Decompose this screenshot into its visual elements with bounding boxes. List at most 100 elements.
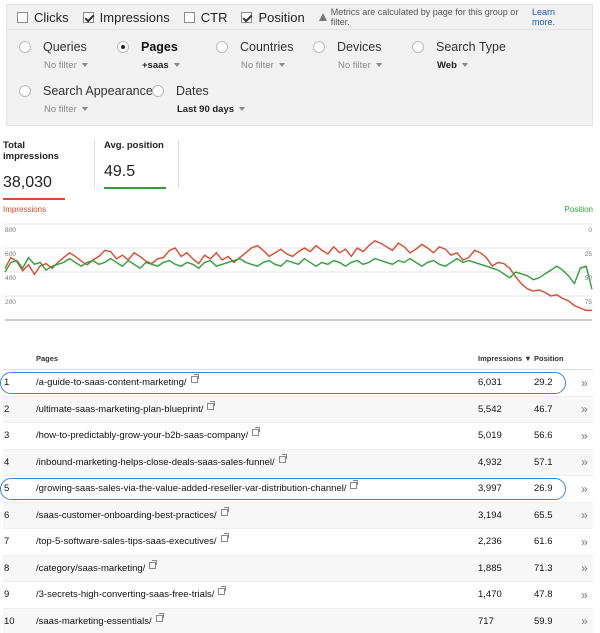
- countries-filter-dropdown[interactable]: No filter: [241, 60, 294, 71]
- table-row[interactable]: 10/saas-marketing-essentials/717 59.9 »: [3, 608, 593, 633]
- drill-down-button[interactable]: »: [581, 428, 588, 443]
- drill-down-button[interactable]: »: [581, 481, 588, 496]
- external-link-icon[interactable]: [220, 506, 229, 516]
- position-axis-legend: Position: [564, 205, 593, 214]
- filter-countries[interactable]: Countries No filter: [216, 40, 294, 71]
- search-type-label: Search Type: [436, 40, 506, 54]
- page-url-link[interactable]: /3-secrets-high-converting-saas-free-tri…: [36, 586, 478, 600]
- table-row[interactable]: 4/inbound-marketing-helps-close-deals-sa…: [3, 449, 593, 476]
- position-label: Position: [258, 9, 305, 25]
- filter-search-type[interactable]: Search Type Web: [412, 40, 506, 71]
- row-impressions: 2,236: [478, 536, 502, 548]
- learn-more-link[interactable]: Learn more.: [531, 7, 556, 27]
- search-appearance-radio[interactable]: [19, 85, 31, 97]
- clicks-checkbox[interactable]: [17, 11, 28, 23]
- dates-radio[interactable]: [152, 85, 164, 97]
- row-number: 6: [4, 509, 10, 521]
- pages-filter-dropdown[interactable]: +saas: [142, 60, 180, 71]
- row-position: 56.6: [534, 430, 553, 442]
- page-url-link[interactable]: /how-to-predictably-grow-your-b2b-saas-c…: [36, 427, 478, 441]
- search-appearance-dropdown[interactable]: No filter: [44, 104, 153, 115]
- drill-down-button[interactable]: »: [581, 561, 588, 576]
- devices-radio[interactable]: [313, 41, 325, 53]
- search-type-dropdown[interactable]: Web: [437, 60, 506, 71]
- drill-down-button[interactable]: »: [581, 614, 588, 629]
- devices-filter-dropdown[interactable]: No filter: [338, 60, 382, 71]
- drill-down-button[interactable]: »: [581, 587, 588, 602]
- table-body: 1/a-guide-to-saas-content-marketing/6,03…: [0, 370, 593, 633]
- page-url-link[interactable]: /ultimate-saas-marketing-plan-blueprint/: [36, 400, 478, 415]
- position-tick-label: 75: [585, 299, 593, 306]
- external-link-icon[interactable]: [155, 612, 164, 622]
- table-row[interactable]: 2/ultimate-saas-marketing-plan-blueprint…: [3, 396, 593, 423]
- total-impressions-value: 38,030: [3, 174, 52, 191]
- total-impressions-card[interactable]: Total impressions 38,030: [3, 140, 65, 200]
- row-impressions: 5,542: [478, 403, 502, 415]
- impressions-column-header[interactable]: Impressions ▼: [478, 354, 532, 363]
- row-number: 4: [4, 456, 10, 468]
- page-url-link[interactable]: /inbound-marketing-helps-close-deals-saa…: [36, 453, 478, 468]
- queries-radio[interactable]: [19, 41, 31, 53]
- external-link-icon[interactable]: [252, 427, 261, 437]
- row-position: 47.8: [534, 589, 553, 601]
- metric-impressions-toggle[interactable]: Impressions: [82, 10, 170, 25]
- filter-queries[interactable]: Queries No filter: [19, 40, 88, 71]
- position-column-header[interactable]: Position: [534, 354, 564, 363]
- drill-down-button[interactable]: »: [581, 508, 588, 523]
- row-position: 57.1: [534, 456, 553, 468]
- table-row[interactable]: 9/3-secrets-high-converting-saas-free-tr…: [3, 582, 593, 609]
- pages-radio[interactable]: [117, 41, 129, 53]
- impressions-checkbox[interactable]: [82, 11, 94, 23]
- row-impressions: 3,997: [478, 483, 502, 495]
- table-row[interactable]: 5/growing-saas-sales-via-the-value-added…: [0, 476, 593, 503]
- page-url-link[interactable]: /a-guide-to-saas-content-marketing/: [36, 374, 478, 388]
- filter-pages[interactable]: Pages +saas: [117, 40, 180, 71]
- countries-radio[interactable]: [216, 41, 228, 53]
- metrics-info-text: Metrics are calculated by page for this …: [330, 7, 519, 27]
- avg-position-value: 49.5: [104, 163, 136, 180]
- ctr-checkbox[interactable]: [183, 11, 195, 23]
- filter-panel: Queries No filter Pages +saas Countries …: [6, 30, 593, 126]
- drill-down-button[interactable]: »: [581, 455, 588, 470]
- dates-label: Dates: [176, 84, 209, 98]
- queries-filter-dropdown[interactable]: No filter: [44, 60, 88, 71]
- metric-clicks-toggle[interactable]: Clicks: [17, 10, 69, 25]
- table-row[interactable]: 1/a-guide-to-saas-content-marketing/6,03…: [0, 370, 593, 397]
- position-series-line: [4, 256, 593, 290]
- search-type-radio[interactable]: [412, 41, 424, 53]
- table-row[interactable]: 3/how-to-predictably-grow-your-b2b-saas-…: [3, 423, 593, 450]
- page-url-link[interactable]: /saas-marketing-essentials/: [36, 612, 478, 627]
- external-link-icon[interactable]: [350, 480, 359, 490]
- page-url-link[interactable]: /category/saas-marketing/: [36, 559, 478, 574]
- external-link-icon[interactable]: [149, 559, 158, 569]
- metric-ctr-toggle[interactable]: CTR: [183, 10, 227, 25]
- table-row[interactable]: 8/category/saas-marketing/1,885 71.3 »: [3, 555, 593, 582]
- filter-dates[interactable]: Dates Last 90 days: [152, 84, 246, 115]
- drill-down-button[interactable]: »: [581, 402, 588, 417]
- clicks-label: Clicks: [34, 9, 69, 25]
- drill-down-button[interactable]: »: [581, 375, 588, 390]
- pages-column-header[interactable]: Pages: [36, 354, 59, 363]
- chevron-down-icon: [239, 107, 246, 112]
- page-url-link[interactable]: /growing-saas-sales-via-the-value-added-…: [36, 480, 478, 494]
- scorecard-divider: [94, 140, 95, 188]
- external-link-icon[interactable]: [220, 533, 229, 543]
- table-row[interactable]: 6/saas-customer-onboarding-best-practice…: [3, 502, 593, 529]
- avg-position-card[interactable]: Avg. position 49.5: [104, 140, 166, 189]
- position-checkbox[interactable]: [241, 11, 253, 23]
- page-url-link[interactable]: /saas-customer-onboarding-best-practices…: [36, 506, 478, 521]
- metric-position-toggle[interactable]: Position: [241, 9, 305, 25]
- filter-devices[interactable]: Devices No filter: [313, 40, 382, 71]
- table-row[interactable]: 7/top-5-software-sales-tips-saas-executi…: [3, 529, 593, 556]
- external-link-icon[interactable]: [207, 400, 216, 410]
- filter-search-appearance[interactable]: Search Appearance No filter: [19, 84, 153, 115]
- external-link-icon[interactable]: [278, 453, 287, 463]
- page-url-link[interactable]: /top-5-software-sales-tips-saas-executiv…: [36, 533, 478, 547]
- row-number: 3: [4, 430, 10, 442]
- external-link-icon[interactable]: [218, 586, 227, 596]
- external-link-icon[interactable]: [190, 374, 199, 384]
- drill-down-button[interactable]: »: [581, 534, 588, 549]
- dates-dropdown[interactable]: Last 90 days: [177, 104, 246, 115]
- position-tick-label: 25: [585, 251, 593, 258]
